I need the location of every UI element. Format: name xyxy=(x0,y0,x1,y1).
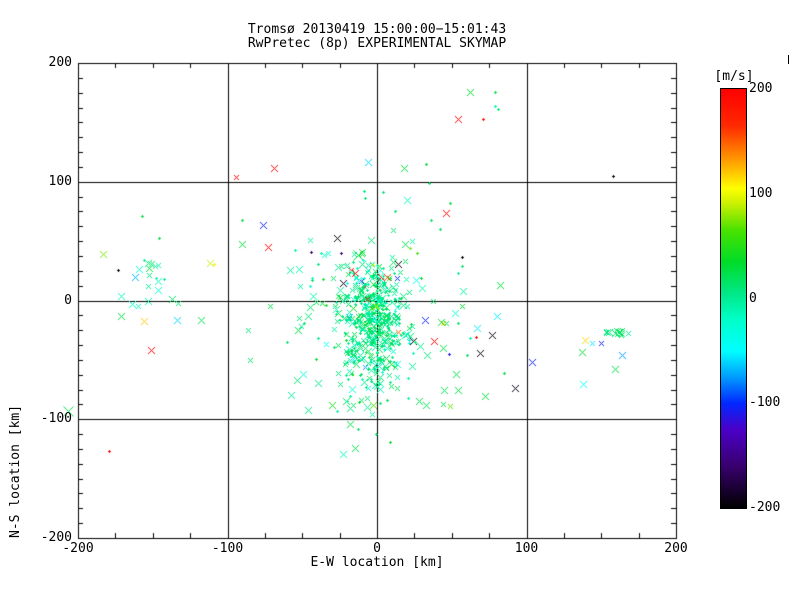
x-tick-label: 200 xyxy=(664,541,688,556)
colorbar-tick-label: -200 xyxy=(749,500,781,515)
x-tick-label: -100 xyxy=(211,541,244,556)
colorbar-tick-label: -100 xyxy=(749,395,781,411)
x-axis-label: E-W location [km] xyxy=(310,555,444,570)
plot-title-line2: RwPretec (8p) EXPERIMENTAL SKYMAP xyxy=(247,36,507,51)
colorbar-tick-label: 0 xyxy=(749,290,757,306)
x-tick-label: 100 xyxy=(514,541,539,556)
colorbar-tick-label: 100 xyxy=(749,185,773,201)
y-axis-label: N-S location [km] xyxy=(8,404,23,538)
colorbar-tick-label: 200 xyxy=(749,81,773,96)
x-tick-label: 0 xyxy=(373,541,381,556)
frame-mark xyxy=(788,55,789,64)
y-tick-label: 200 xyxy=(48,55,72,70)
y-tick-label: -200 xyxy=(40,530,72,545)
plot-title-line1: Tromsø 20130419 15:00:00−15:01:43 xyxy=(247,22,507,37)
x-tick-label: -200 xyxy=(62,541,94,556)
colorbar xyxy=(720,88,747,509)
y-tick-label: 0 xyxy=(64,292,72,308)
y-tick-label: -100 xyxy=(40,411,72,427)
colorbar-unit-label: [m/s] xyxy=(714,69,754,84)
y-tick-label: 100 xyxy=(48,173,72,189)
